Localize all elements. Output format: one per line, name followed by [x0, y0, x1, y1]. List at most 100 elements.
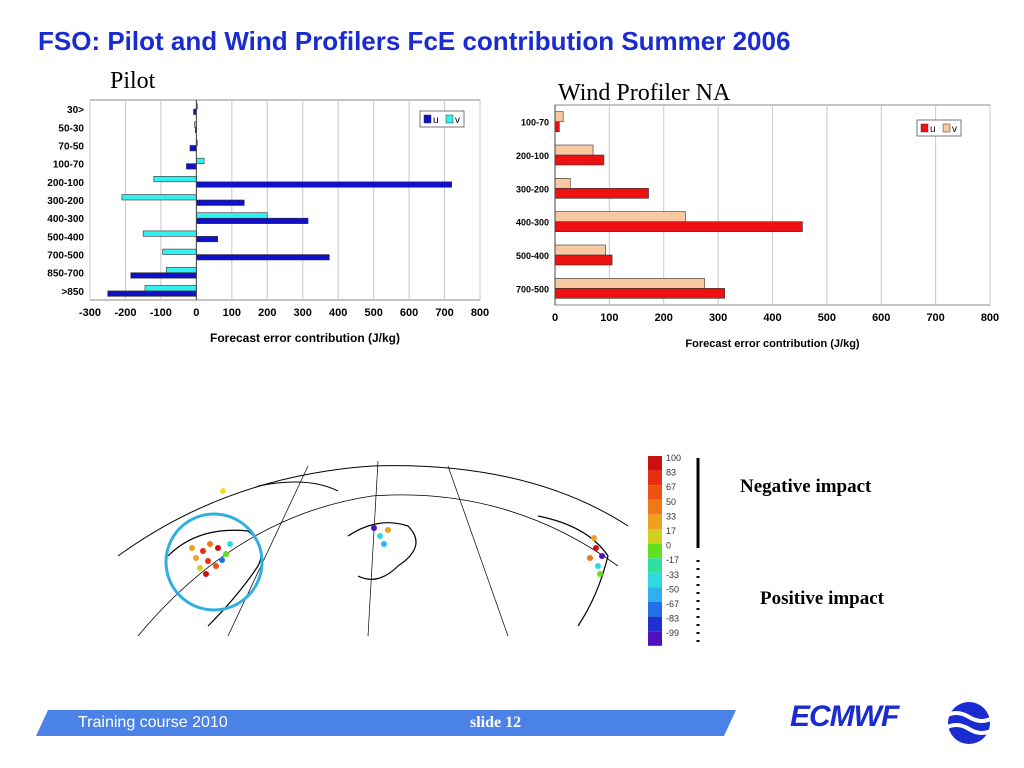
- legend-swatch-v: [942, 123, 951, 133]
- colorbar-swatch: [648, 456, 662, 471]
- colorbar-swatch: [648, 631, 662, 646]
- legend-label-v: v: [455, 115, 460, 126]
- category-label: 100-70: [53, 160, 85, 171]
- colorbar-label: 0: [666, 541, 671, 551]
- bar-v: [554, 211, 686, 222]
- bar-v: [165, 266, 197, 274]
- category-label: 300-200: [47, 196, 84, 207]
- x-tick-label: 300: [709, 312, 727, 324]
- x-tick-label: 100: [600, 312, 618, 324]
- category-label: 500-400: [47, 232, 84, 243]
- x-tick-label: 600: [400, 307, 418, 319]
- colorbar-label: 100: [666, 453, 681, 463]
- colorbar-label: -83: [666, 614, 679, 624]
- category-label: 200-100: [516, 151, 549, 161]
- colorbar-label: -50: [666, 584, 679, 594]
- bar-v: [554, 244, 606, 256]
- x-tick-label: 300: [294, 307, 312, 319]
- legend-swatch-v: [445, 114, 454, 124]
- colorbar-swatch: [648, 602, 662, 617]
- legend-swatch-u: [423, 114, 432, 124]
- x-tick-label: 100: [223, 307, 241, 319]
- bar-v: [121, 194, 197, 201]
- ecmwf-logo-text: ECMWF: [790, 700, 899, 733]
- colorbar-swatch: [648, 572, 662, 588]
- colorbar-swatch: [648, 514, 662, 529]
- x-tick-label: 200: [258, 307, 276, 319]
- category-label: 850-700: [47, 269, 84, 280]
- colorbar-label: 17: [666, 526, 676, 536]
- colorbar-label: -67: [666, 599, 679, 609]
- footer-slide-number: slide 12: [470, 714, 522, 731]
- legend-label-u: u: [930, 124, 936, 135]
- bar-u: [554, 121, 560, 132]
- colorbar-swatch: [648, 529, 662, 544]
- x-tick-label: 500: [364, 307, 382, 319]
- colorbar-label: 83: [666, 468, 676, 478]
- category-label: 30>: [67, 105, 84, 116]
- colorbar-label: -99: [666, 628, 679, 638]
- colorbar: 100 83 67 50 33 17 0 -17 -33 -50 -67 -83 -99: [648, 453, 681, 646]
- x-tick-label: 0: [552, 312, 558, 324]
- x-axis-label: Forecast error contribution (J/kg): [210, 331, 400, 345]
- bar-v: [554, 178, 571, 189]
- colorbar-swatch: [648, 616, 662, 632]
- colorbar-label: -33: [666, 570, 679, 580]
- ecmwf-logo-icon: [942, 702, 996, 744]
- bar-u: [554, 288, 725, 299]
- wind-profiler-chart-title: Wind Profiler NA: [558, 80, 731, 106]
- category-label: 300-200: [516, 184, 549, 194]
- bar-v: [196, 212, 268, 219]
- colorbar-swatch: [648, 587, 662, 602]
- bar-u: [554, 154, 605, 166]
- category-label: >850: [61, 287, 84, 298]
- x-tick-label: 400: [329, 307, 347, 319]
- legend-label-v: v: [952, 124, 957, 135]
- impact-divider: [696, 458, 700, 644]
- colorbar-swatch: [648, 543, 662, 559]
- category-label: 700-500: [47, 251, 84, 262]
- x-tick-label: 400: [763, 312, 781, 324]
- colorbar-label: 67: [666, 482, 676, 492]
- bar-u: [189, 145, 197, 152]
- bar-u: [196, 236, 218, 243]
- colorbar-label: 33: [666, 511, 676, 521]
- x-tick-label: 500: [818, 312, 836, 324]
- legend-label-u: u: [433, 115, 439, 126]
- x-tick-label: 600: [872, 312, 890, 324]
- category-label: 70-50: [58, 141, 84, 152]
- category-label: 400-300: [47, 214, 84, 225]
- x-tick-label: -100: [150, 307, 172, 319]
- x-tick-label: 800: [471, 307, 489, 319]
- category-label: 100-70: [521, 118, 549, 128]
- negative-impact-label: Negative impact: [740, 476, 872, 497]
- bar-u: [196, 254, 330, 261]
- positive-impact-label: Positive impact: [760, 588, 885, 609]
- world-map: [117, 460, 629, 636]
- bar-u: [107, 290, 197, 297]
- colorbar-swatch: [648, 499, 662, 515]
- bar-v: [153, 176, 197, 183]
- x-axis-label: Forecast error contribution (J/kg): [685, 338, 860, 350]
- colorbar-swatch: [648, 558, 662, 573]
- category-label: 400-300: [516, 218, 549, 228]
- x-tick-label: -200: [114, 307, 136, 319]
- category-label: 50-30: [58, 123, 84, 134]
- bar-v: [554, 111, 564, 122]
- colorbar-label: -17: [666, 555, 679, 565]
- bar-u: [186, 163, 197, 170]
- x-tick-label: 0: [193, 307, 199, 319]
- bar-u: [196, 217, 309, 224]
- bar-v: [554, 144, 594, 156]
- x-tick-label: 800: [981, 312, 999, 324]
- x-tick-label: -300: [79, 307, 101, 319]
- colorbar-label: 50: [666, 497, 676, 507]
- bar-u: [196, 181, 452, 188]
- bar-u: [554, 254, 613, 266]
- bar-v: [162, 248, 197, 255]
- legend-swatch-u: [920, 123, 929, 133]
- category-label: 200-100: [47, 178, 84, 189]
- bar-v: [142, 230, 197, 237]
- x-tick-label: 200: [655, 312, 673, 324]
